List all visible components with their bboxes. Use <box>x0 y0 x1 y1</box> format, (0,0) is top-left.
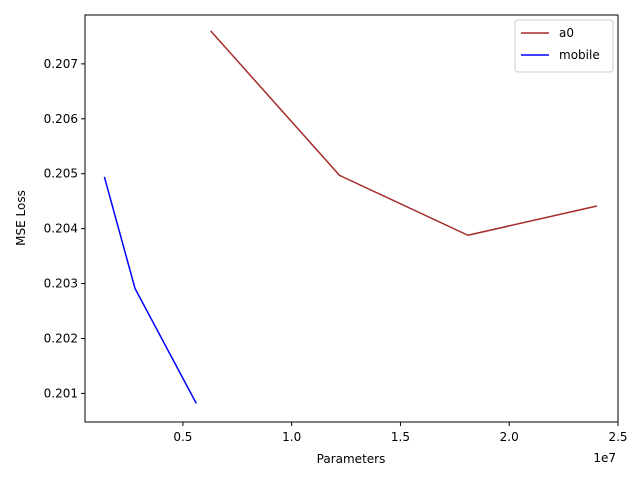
series-line-a0 <box>210 30 598 236</box>
x-offset-label: 1e7 <box>593 451 616 465</box>
x-tick-label: 1.5 <box>391 430 410 444</box>
x-axis-label: Parameters <box>317 452 386 466</box>
x-tick-label: 2.0 <box>500 430 519 444</box>
legend-label-a0: a0 <box>559 26 574 40</box>
y-tick-label: 0.203 <box>44 277 78 291</box>
x-tick-label: 2.5 <box>608 430 627 444</box>
x-tick-label: 0.5 <box>173 430 192 444</box>
y-tick-label: 0.204 <box>44 222 78 236</box>
y-tick-label: 0.202 <box>44 332 78 346</box>
y-axis-label: MSE Loss <box>14 190 28 246</box>
series-line-mobile <box>103 176 197 404</box>
legend-label-mobile: mobile <box>559 48 600 62</box>
legend: a0 mobile <box>514 19 614 73</box>
plot-layer <box>103 30 598 404</box>
plot-frame <box>84 14 619 423</box>
x-axis: 0.5 1.0 1.5 2.0 2.5 <box>173 422 628 444</box>
y-tick-label: 0.201 <box>44 386 78 400</box>
y-axis: 0.201 0.202 0.203 0.204 0.205 0.206 0.207 <box>44 57 85 400</box>
x-tick-label: 1.0 <box>282 430 301 444</box>
y-tick-label: 0.206 <box>44 112 78 126</box>
y-tick-label: 0.205 <box>44 167 78 181</box>
y-tick-label: 0.207 <box>44 57 78 71</box>
